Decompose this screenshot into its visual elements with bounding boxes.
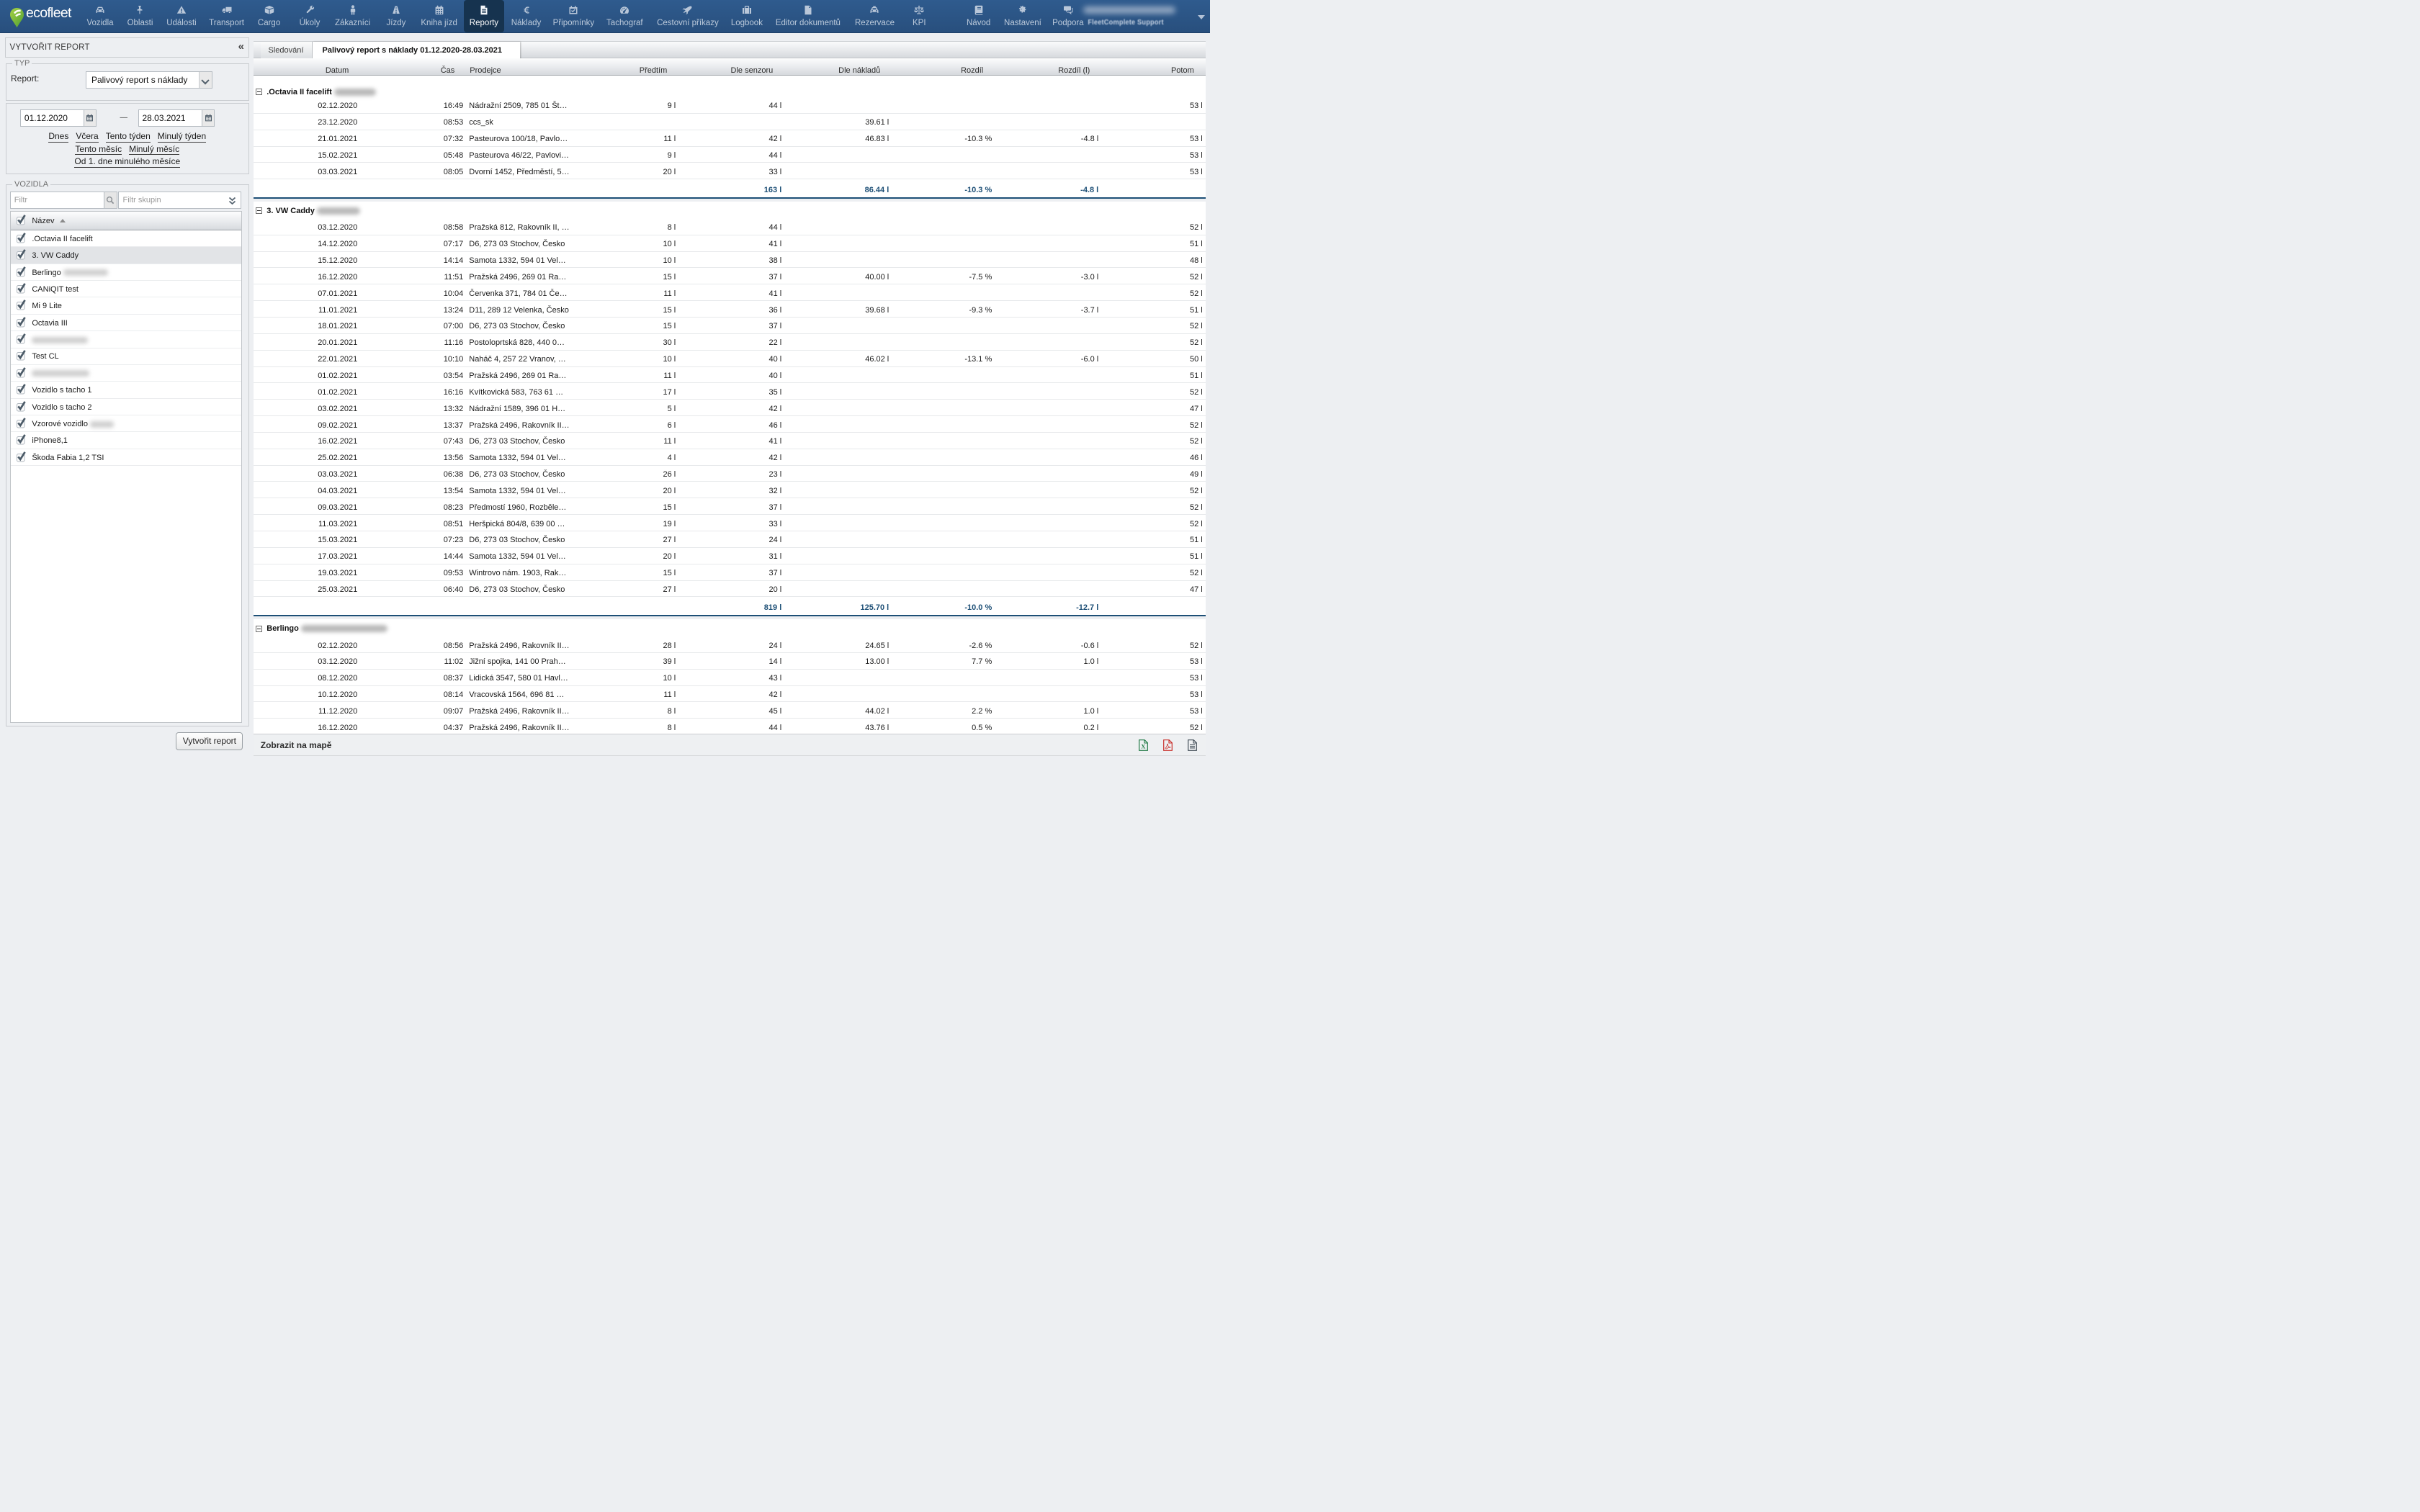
svg-text:X: X (1141, 742, 1146, 750)
